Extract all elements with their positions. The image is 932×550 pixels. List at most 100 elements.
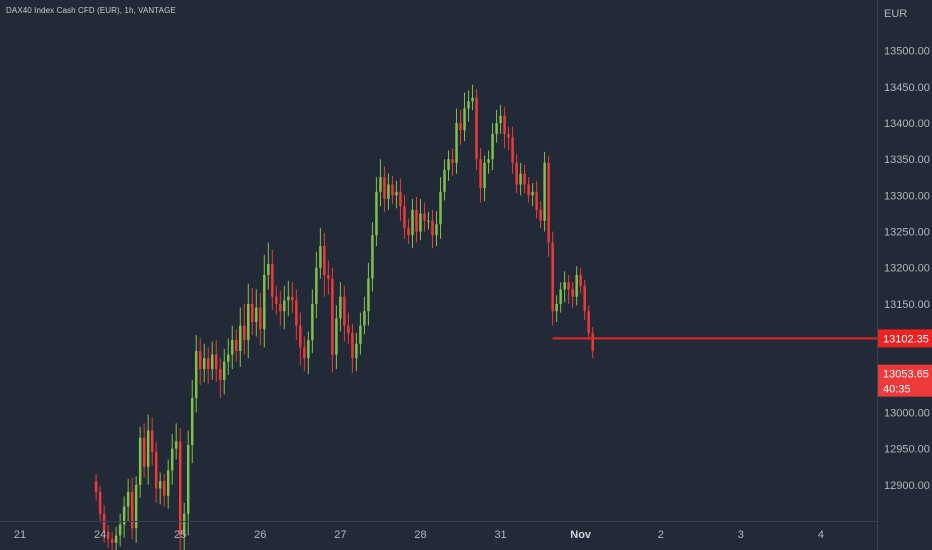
candle-body	[443, 170, 446, 192]
candle	[471, 84, 474, 110]
candle	[431, 209, 434, 249]
candles-layer	[94, 84, 594, 550]
candle-body	[451, 159, 454, 163]
candle-body	[375, 191, 378, 236]
candle-body	[259, 307, 262, 330]
candle-body	[583, 285, 586, 312]
candle	[327, 260, 330, 295]
candle	[591, 327, 594, 359]
candle	[399, 178, 402, 221]
candle	[391, 175, 394, 205]
price-line-label: 13102.35	[878, 329, 932, 348]
candle-body	[579, 274, 582, 286]
candle	[323, 233, 326, 297]
candle	[174, 423, 178, 460]
candle	[227, 338, 230, 375]
candle	[547, 155, 550, 257]
candle	[126, 479, 130, 521]
candle-body	[407, 227, 410, 236]
candle-body	[447, 159, 450, 171]
candle	[463, 92, 466, 142]
candle-body	[379, 177, 382, 192]
candle-body	[383, 177, 386, 199]
candle-body	[98, 492, 102, 514]
candle	[427, 212, 430, 230]
candle	[451, 148, 454, 176]
candle-body	[307, 340, 310, 359]
candle	[231, 325, 234, 370]
candle-body	[327, 274, 330, 279]
candle-body	[427, 220, 430, 222]
candle-body	[202, 358, 206, 370]
candle	[483, 155, 486, 202]
candle	[343, 285, 346, 342]
candle-body	[190, 397, 194, 446]
candle	[198, 337, 202, 385]
candle-body	[459, 123, 462, 131]
candle-body	[339, 296, 342, 319]
candle	[211, 341, 214, 380]
y-tick-label: 12950.00	[884, 444, 930, 456]
candle-body	[223, 361, 226, 380]
candle	[146, 414, 150, 485]
candle-body	[563, 282, 566, 290]
candle-body	[575, 274, 578, 297]
candle	[251, 287, 254, 336]
candle	[367, 262, 370, 326]
candle-body	[170, 448, 174, 471]
candle	[535, 180, 538, 219]
candle-body	[94, 481, 98, 493]
candle	[435, 211, 438, 247]
candle	[335, 305, 338, 370]
candle	[102, 505, 106, 543]
candle-body	[239, 325, 242, 351]
time-axis: 21 24 25 26 27 28 31 Nov 2 3 4	[14, 529, 824, 541]
price-axis: 12900.0012950.0013000.0013050.0013100.00…	[884, 46, 930, 492]
candle-body	[211, 354, 214, 370]
candle-body	[263, 274, 266, 330]
candle-body	[331, 278, 334, 355]
candle	[503, 107, 506, 149]
candle-body	[503, 115, 506, 134]
candle-body	[323, 246, 326, 275]
candle-body	[555, 303, 558, 312]
candle-body	[543, 162, 546, 221]
candle	[363, 296, 366, 335]
candle	[186, 430, 190, 536]
candle	[339, 282, 342, 332]
y-tick-label: 13500.00	[884, 46, 930, 58]
candle-body	[303, 347, 306, 359]
candle	[247, 283, 250, 359]
candle	[239, 307, 242, 367]
candle-body	[130, 492, 134, 529]
candle	[515, 154, 518, 194]
candle	[395, 180, 398, 209]
candle	[355, 332, 358, 372]
candle-body	[102, 513, 106, 532]
candle	[423, 202, 426, 232]
candle-body	[122, 506, 126, 525]
candle	[275, 285, 278, 315]
candle	[215, 340, 218, 383]
candle-body	[315, 267, 318, 304]
candle-body	[355, 343, 358, 359]
candle	[527, 177, 530, 203]
candle-body	[275, 296, 278, 304]
x-tick-label: 4	[818, 529, 824, 541]
candle	[267, 242, 270, 290]
candle	[491, 123, 494, 171]
candle-body	[215, 354, 218, 370]
candle	[134, 476, 138, 543]
candle-body	[515, 162, 518, 185]
candle	[142, 423, 146, 478]
candle-body	[351, 332, 354, 359]
x-tick-label: 3	[738, 529, 744, 541]
candle-body	[295, 300, 298, 326]
candle-body	[182, 513, 186, 536]
candle-body	[463, 108, 466, 131]
candle-body	[591, 332, 594, 351]
candle	[331, 267, 334, 373]
candle	[162, 473, 166, 507]
